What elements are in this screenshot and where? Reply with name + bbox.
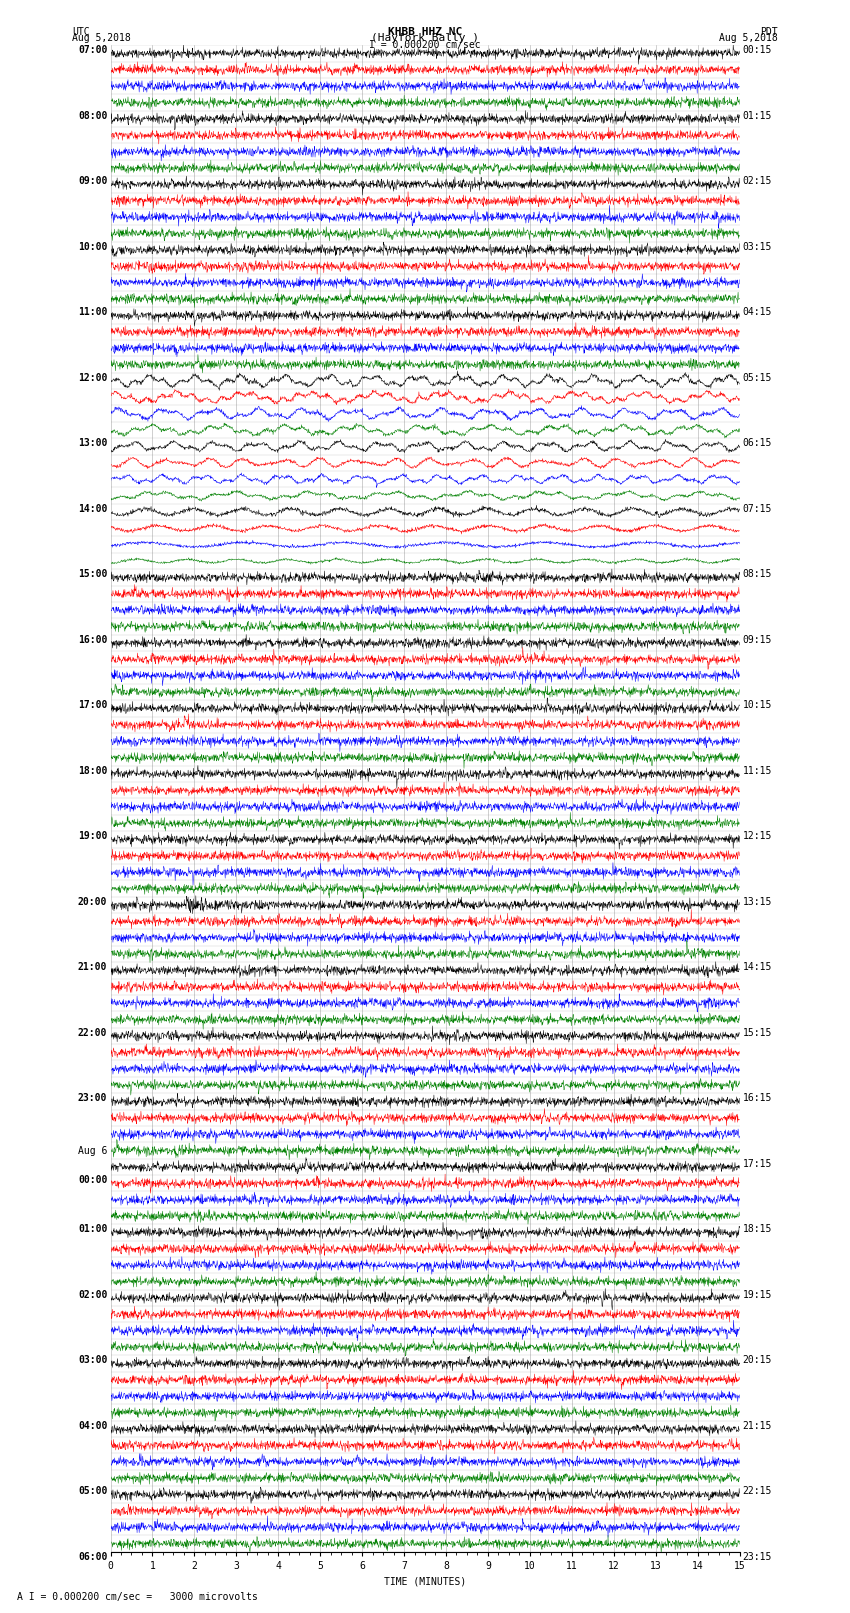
Text: 08:15: 08:15 xyxy=(743,569,772,579)
Text: 00:00: 00:00 xyxy=(78,1174,107,1186)
Text: 22:15: 22:15 xyxy=(743,1486,772,1497)
Text: 14:15: 14:15 xyxy=(743,963,772,973)
Text: 03:15: 03:15 xyxy=(743,242,772,252)
Text: UTC: UTC xyxy=(72,26,90,37)
Text: 05:15: 05:15 xyxy=(743,373,772,382)
Text: Aug 5,2018: Aug 5,2018 xyxy=(719,32,778,44)
Text: Aug 6: Aug 6 xyxy=(78,1145,107,1155)
Text: 13:00: 13:00 xyxy=(78,439,107,448)
Text: 18:00: 18:00 xyxy=(78,766,107,776)
Text: 21:00: 21:00 xyxy=(78,963,107,973)
Text: 11:00: 11:00 xyxy=(78,306,107,318)
Text: 02:00: 02:00 xyxy=(78,1290,107,1300)
Text: 19:15: 19:15 xyxy=(743,1290,772,1300)
Text: 12:15: 12:15 xyxy=(743,831,772,842)
Text: 03:00: 03:00 xyxy=(78,1355,107,1365)
Text: 17:15: 17:15 xyxy=(743,1158,772,1169)
Text: Aug 5,2018: Aug 5,2018 xyxy=(72,32,131,44)
Text: 13:15: 13:15 xyxy=(743,897,772,907)
Text: 15:15: 15:15 xyxy=(743,1027,772,1037)
Text: 20:00: 20:00 xyxy=(78,897,107,907)
Text: 02:15: 02:15 xyxy=(743,176,772,185)
Text: 09:00: 09:00 xyxy=(78,176,107,185)
Text: 07:15: 07:15 xyxy=(743,503,772,513)
Text: PDT: PDT xyxy=(760,26,778,37)
Text: 10:15: 10:15 xyxy=(743,700,772,710)
Text: 14:00: 14:00 xyxy=(78,503,107,513)
Text: 12:00: 12:00 xyxy=(78,373,107,382)
Text: 05:00: 05:00 xyxy=(78,1486,107,1497)
Text: 18:15: 18:15 xyxy=(743,1224,772,1234)
Text: 22:00: 22:00 xyxy=(78,1027,107,1037)
Text: 16:00: 16:00 xyxy=(78,634,107,645)
Text: 08:00: 08:00 xyxy=(78,111,107,121)
Text: 21:15: 21:15 xyxy=(743,1421,772,1431)
Text: 01:15: 01:15 xyxy=(743,111,772,121)
Text: 16:15: 16:15 xyxy=(743,1094,772,1103)
Text: 23:00: 23:00 xyxy=(78,1094,107,1103)
Text: KHBB HHZ NC: KHBB HHZ NC xyxy=(388,26,462,37)
Text: (Hayfork Bally ): (Hayfork Bally ) xyxy=(371,32,479,44)
Text: 04:00: 04:00 xyxy=(78,1421,107,1431)
Text: 23:15: 23:15 xyxy=(743,1552,772,1561)
Text: 00:15: 00:15 xyxy=(743,45,772,55)
Text: 20:15: 20:15 xyxy=(743,1355,772,1365)
Text: 10:00: 10:00 xyxy=(78,242,107,252)
Text: 19:00: 19:00 xyxy=(78,831,107,842)
Text: I = 0.000200 cm/sec: I = 0.000200 cm/sec xyxy=(369,39,481,50)
Text: 11:15: 11:15 xyxy=(743,766,772,776)
Text: 06:15: 06:15 xyxy=(743,439,772,448)
Text: 15:00: 15:00 xyxy=(78,569,107,579)
Text: A I = 0.000200 cm/sec =   3000 microvolts: A I = 0.000200 cm/sec = 3000 microvolts xyxy=(17,1592,258,1602)
Text: 04:15: 04:15 xyxy=(743,306,772,318)
Text: 07:00: 07:00 xyxy=(78,45,107,55)
Text: 09:15: 09:15 xyxy=(743,634,772,645)
Text: 17:00: 17:00 xyxy=(78,700,107,710)
X-axis label: TIME (MINUTES): TIME (MINUTES) xyxy=(384,1576,466,1586)
Text: 01:00: 01:00 xyxy=(78,1224,107,1234)
Text: 06:00: 06:00 xyxy=(78,1552,107,1561)
